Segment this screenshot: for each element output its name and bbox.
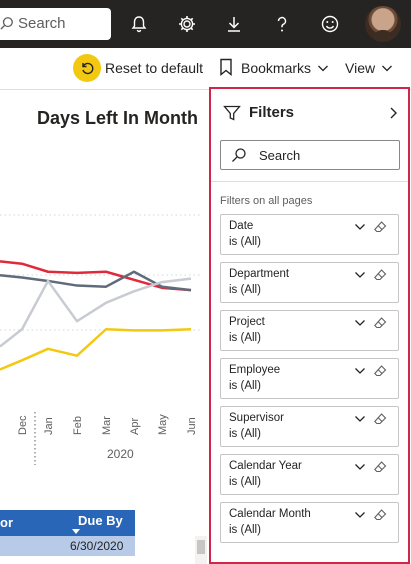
filter-card-name: Project [229,316,265,328]
filter-card[interactable]: Project is (All) [220,310,399,351]
table-header-due-by[interactable]: Due By [78,513,123,528]
filter-card-value: is (All) [229,332,261,344]
eraser-icon[interactable] [373,316,387,330]
chevron-down-icon[interactable] [354,510,366,520]
filter-card-name: Calendar Month [229,508,311,520]
help-icon[interactable] [270,12,294,36]
eraser-icon[interactable] [373,220,387,234]
chevron-down-icon[interactable] [354,366,366,376]
top-bar: Search [0,0,411,48]
search-icon [232,148,246,162]
search-icon [0,17,13,30]
eraser-icon[interactable] [373,460,387,474]
filter-icon [223,105,241,121]
table-scrollbar-thumb[interactable] [197,540,205,554]
filter-card[interactable]: Employee is (All) [220,358,399,399]
action-bar: Reset to default Bookmarks View [0,48,411,90]
filters-title: Filters [249,104,295,121]
filter-card-name: Date [229,220,254,232]
reset-to-default-button[interactable]: Reset to default [105,60,204,76]
filter-card[interactable]: Department is (All) [220,262,399,303]
eraser-icon[interactable] [373,508,387,522]
filter-card-name: Calendar Year [229,460,302,472]
filters-section-label: Filters on all pages [220,195,313,207]
filter-card-value: is (All) [229,428,261,440]
filter-card-value: is (All) [229,236,261,248]
filter-card[interactable]: Date is (All) [220,214,399,255]
x-tick-label: May [157,414,169,435]
x-tick-label: Dec [17,415,29,435]
eraser-icon[interactable] [373,268,387,282]
line-chart: Dec Jan Feb Mar Apr May Jun [0,214,200,465]
view-button[interactable]: View [345,60,376,76]
filter-card[interactable]: Calendar Month is (All) [220,502,399,543]
avatar[interactable] [365,6,401,42]
smiley-icon[interactable] [318,12,342,36]
filter-search-input[interactable]: Search [259,148,301,163]
table-row[interactable]: 6/30/2020 [0,536,135,556]
table-cell-due-by: 6/30/2020 [70,539,124,553]
series-line-2[interactable] [0,277,192,348]
bookmarks-button[interactable]: Bookmarks [241,60,312,76]
x-tick-label: Jan [43,417,55,435]
filter-card[interactable]: Calendar Year is (All) [220,454,399,495]
bell-icon[interactable] [127,12,151,36]
filter-card-name: Department [229,268,290,280]
global-search-input[interactable]: Search [18,15,66,32]
table-header-col1[interactable]: or [0,515,13,530]
chevron-right-icon[interactable] [387,106,399,120]
eraser-icon[interactable] [373,412,387,426]
filter-card[interactable]: Supervisor is (All) [220,406,399,447]
filter-card-value: is (All) [229,524,261,536]
x-tick-label: Jun [186,417,198,435]
chevron-down-icon[interactable] [381,62,393,74]
reset-icon[interactable] [73,54,101,82]
filter-card-value: is (All) [229,476,261,488]
sort-desc-icon [72,529,80,534]
download-icon[interactable] [222,12,246,36]
x-tick-label: Feb [72,416,84,435]
filter-search-box[interactable]: Search [220,140,400,170]
x-tick-label: Apr [129,418,141,435]
chevron-down-icon[interactable] [354,318,366,328]
filter-card-value: is (All) [229,380,261,392]
divider [211,181,408,182]
chevron-down-icon[interactable] [354,270,366,280]
report-canvas: Days Left In Month Dec Jan Feb Mar Apr May Jun… [0,90,210,564]
chart-title: Days Left In Month [37,108,198,128]
filter-card-name: Employee [229,364,281,376]
table-header: or Due By [0,510,135,536]
global-search-box[interactable]: Search [0,8,111,40]
chevron-down-icon[interactable] [354,414,366,424]
bookmark-icon[interactable] [219,58,233,76]
series-line-0[interactable] [0,260,192,292]
chevron-down-icon[interactable] [354,462,366,472]
x-tick-label: Mar [101,416,113,435]
filter-card-name: Supervisor [229,412,284,424]
eraser-icon[interactable] [373,364,387,378]
year-axis-label: 2020 [107,447,134,461]
chevron-down-icon[interactable] [354,222,366,232]
filters-pane: Filters Search Filters on all pages Date… [209,87,410,564]
filter-card-value: is (All) [229,284,261,296]
chevron-down-icon[interactable] [317,62,329,74]
gear-icon[interactable] [175,12,199,36]
series-line-3[interactable] [0,328,192,371]
